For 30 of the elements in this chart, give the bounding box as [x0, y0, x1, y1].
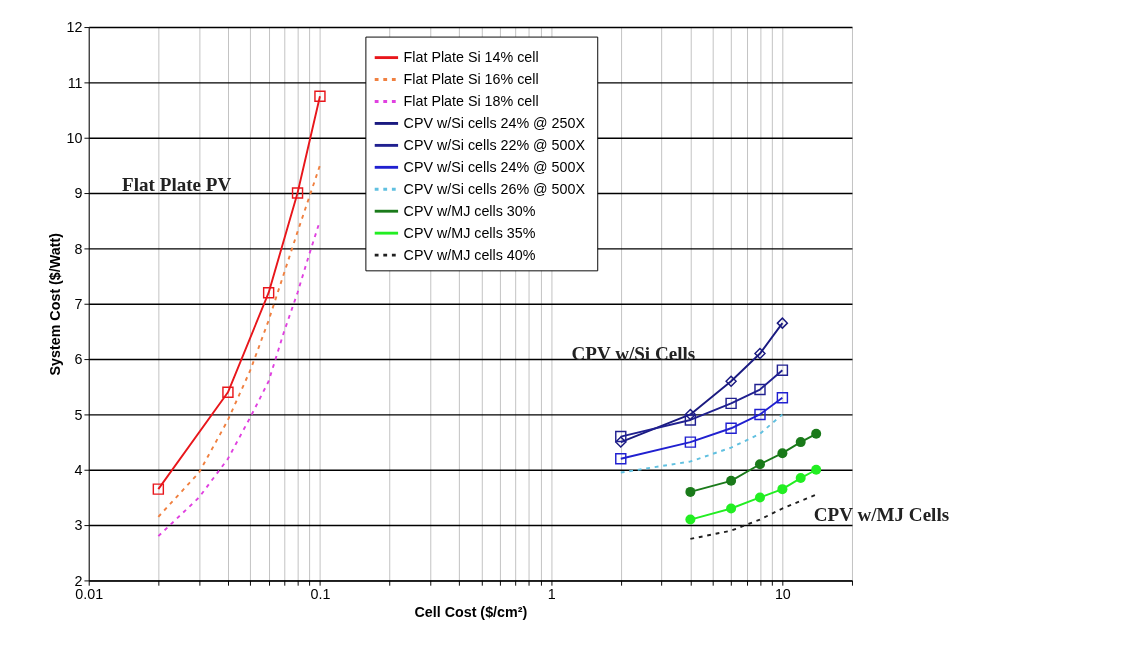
legend-label: Flat Plate Si 16% cell — [403, 71, 539, 88]
x-tick-label: 0.01 — [75, 586, 104, 603]
legend-label: CPV w/Si cells 24% @ 500X — [403, 159, 586, 176]
x-tick-label: 10 — [774, 586, 791, 603]
x-tick-label: 0.1 — [310, 586, 331, 603]
y-tick-label: 7 — [74, 296, 83, 313]
legend-label: CPV w/MJ cells 30% — [403, 202, 536, 219]
y-tick-label: 5 — [74, 406, 83, 423]
x-axis-title: Cell Cost ($/cm²) — [414, 604, 528, 621]
legend-label: Flat Plate Si 14% cell — [403, 49, 539, 66]
legend-label: Flat Plate Si 18% cell — [403, 93, 539, 110]
y-tick-label: 3 — [74, 517, 83, 534]
y-tick-label: 8 — [74, 240, 83, 257]
y-axis-title: System Cost ($/Watt) — [46, 232, 63, 376]
y-tick-label: 12 — [66, 19, 83, 36]
y-tick-label: 2 — [74, 572, 83, 589]
y-tick-label: 11 — [67, 74, 83, 91]
y-tick-label: 9 — [74, 185, 83, 202]
legend-label: CPV w/Si cells 26% @ 500X — [403, 181, 586, 198]
annotation: CPV w/Si Cells — [571, 343, 696, 365]
y-tick-label: 6 — [74, 351, 83, 368]
annotation: CPV w/MJ Cells — [813, 504, 950, 526]
legend-label: CPV w/MJ cells 40% — [403, 246, 536, 263]
annotation: Flat Plate PV — [122, 174, 232, 196]
legend-label: CPV w/MJ cells 35% — [403, 224, 536, 241]
y-tick-label: 10 — [66, 129, 83, 146]
legend-label: CPV w/Si cells 22% @ 500X — [403, 137, 586, 154]
legend-label: CPV w/Si cells 24% @ 250X — [403, 115, 586, 132]
y-tick-label: 4 — [74, 462, 83, 479]
x-tick-label: 1 — [547, 586, 556, 603]
